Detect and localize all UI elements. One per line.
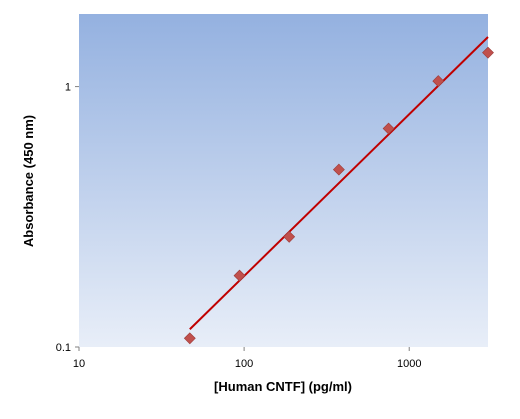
data-point [482,46,494,59]
y-tick-label: 0.1 [56,342,71,354]
data-point [332,163,345,176]
data-points [183,46,494,345]
plot-area [79,14,488,347]
x-tick-label: 100 [235,358,253,370]
data-point [283,230,296,243]
x-axis-ticks: 10 100 1000 [73,347,421,370]
y-axis-title: Absorbance (450 nm) [21,115,36,247]
y-tick-label: 1 [65,82,71,94]
x-tick-label: 10 [73,358,85,370]
data-point [183,332,196,345]
x-tick-label: 1000 [397,358,421,370]
data-point [432,75,445,87]
data-point [382,122,395,135]
x-axis-title: [Human CNTF] (pg/ml) [214,379,352,394]
y-axis-ticks: 0.11 [56,82,79,354]
data-point [233,269,246,282]
